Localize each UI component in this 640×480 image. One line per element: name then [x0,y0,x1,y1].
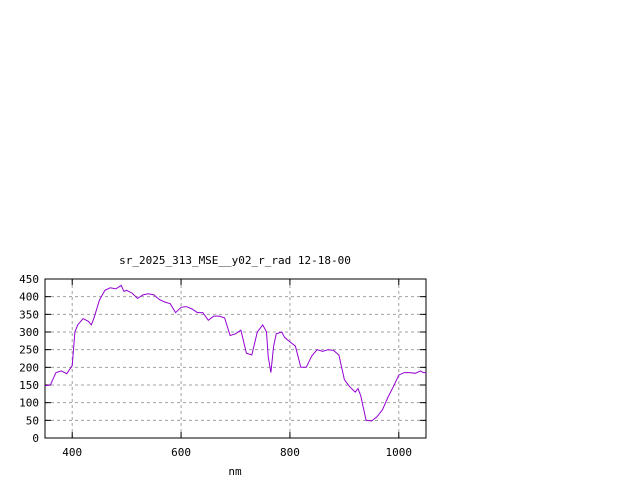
y-tick-label: 450 [19,273,39,286]
y-tick-label: 300 [19,326,39,339]
x-tick-label: 1000 [386,446,413,459]
y-tick-label: 400 [19,291,39,304]
y-tick-label: 50 [26,414,39,427]
y-tick-label: 250 [19,344,39,357]
x-axis-label: nm [228,465,242,478]
y-tick-label: 100 [19,397,39,410]
series-line [44,284,426,422]
x-tick-label: 800 [280,446,300,459]
chart-title: sr_2025_313_MSE__y02_r_rad 12-18-00 [119,254,351,267]
y-tick-label: 0 [32,432,39,445]
y-tick-label: 150 [19,379,39,392]
ticks: 400 600 800 1000 0 50 100 150 200 250 300 350 400 450 [19,273,426,459]
grid [45,279,426,438]
y-tick-label: 200 [19,361,39,374]
x-tick-label: 400 [62,446,82,459]
plot-frame [44,278,427,439]
x-tick-label: 600 [171,446,191,459]
y-tick-label: 350 [19,308,39,321]
